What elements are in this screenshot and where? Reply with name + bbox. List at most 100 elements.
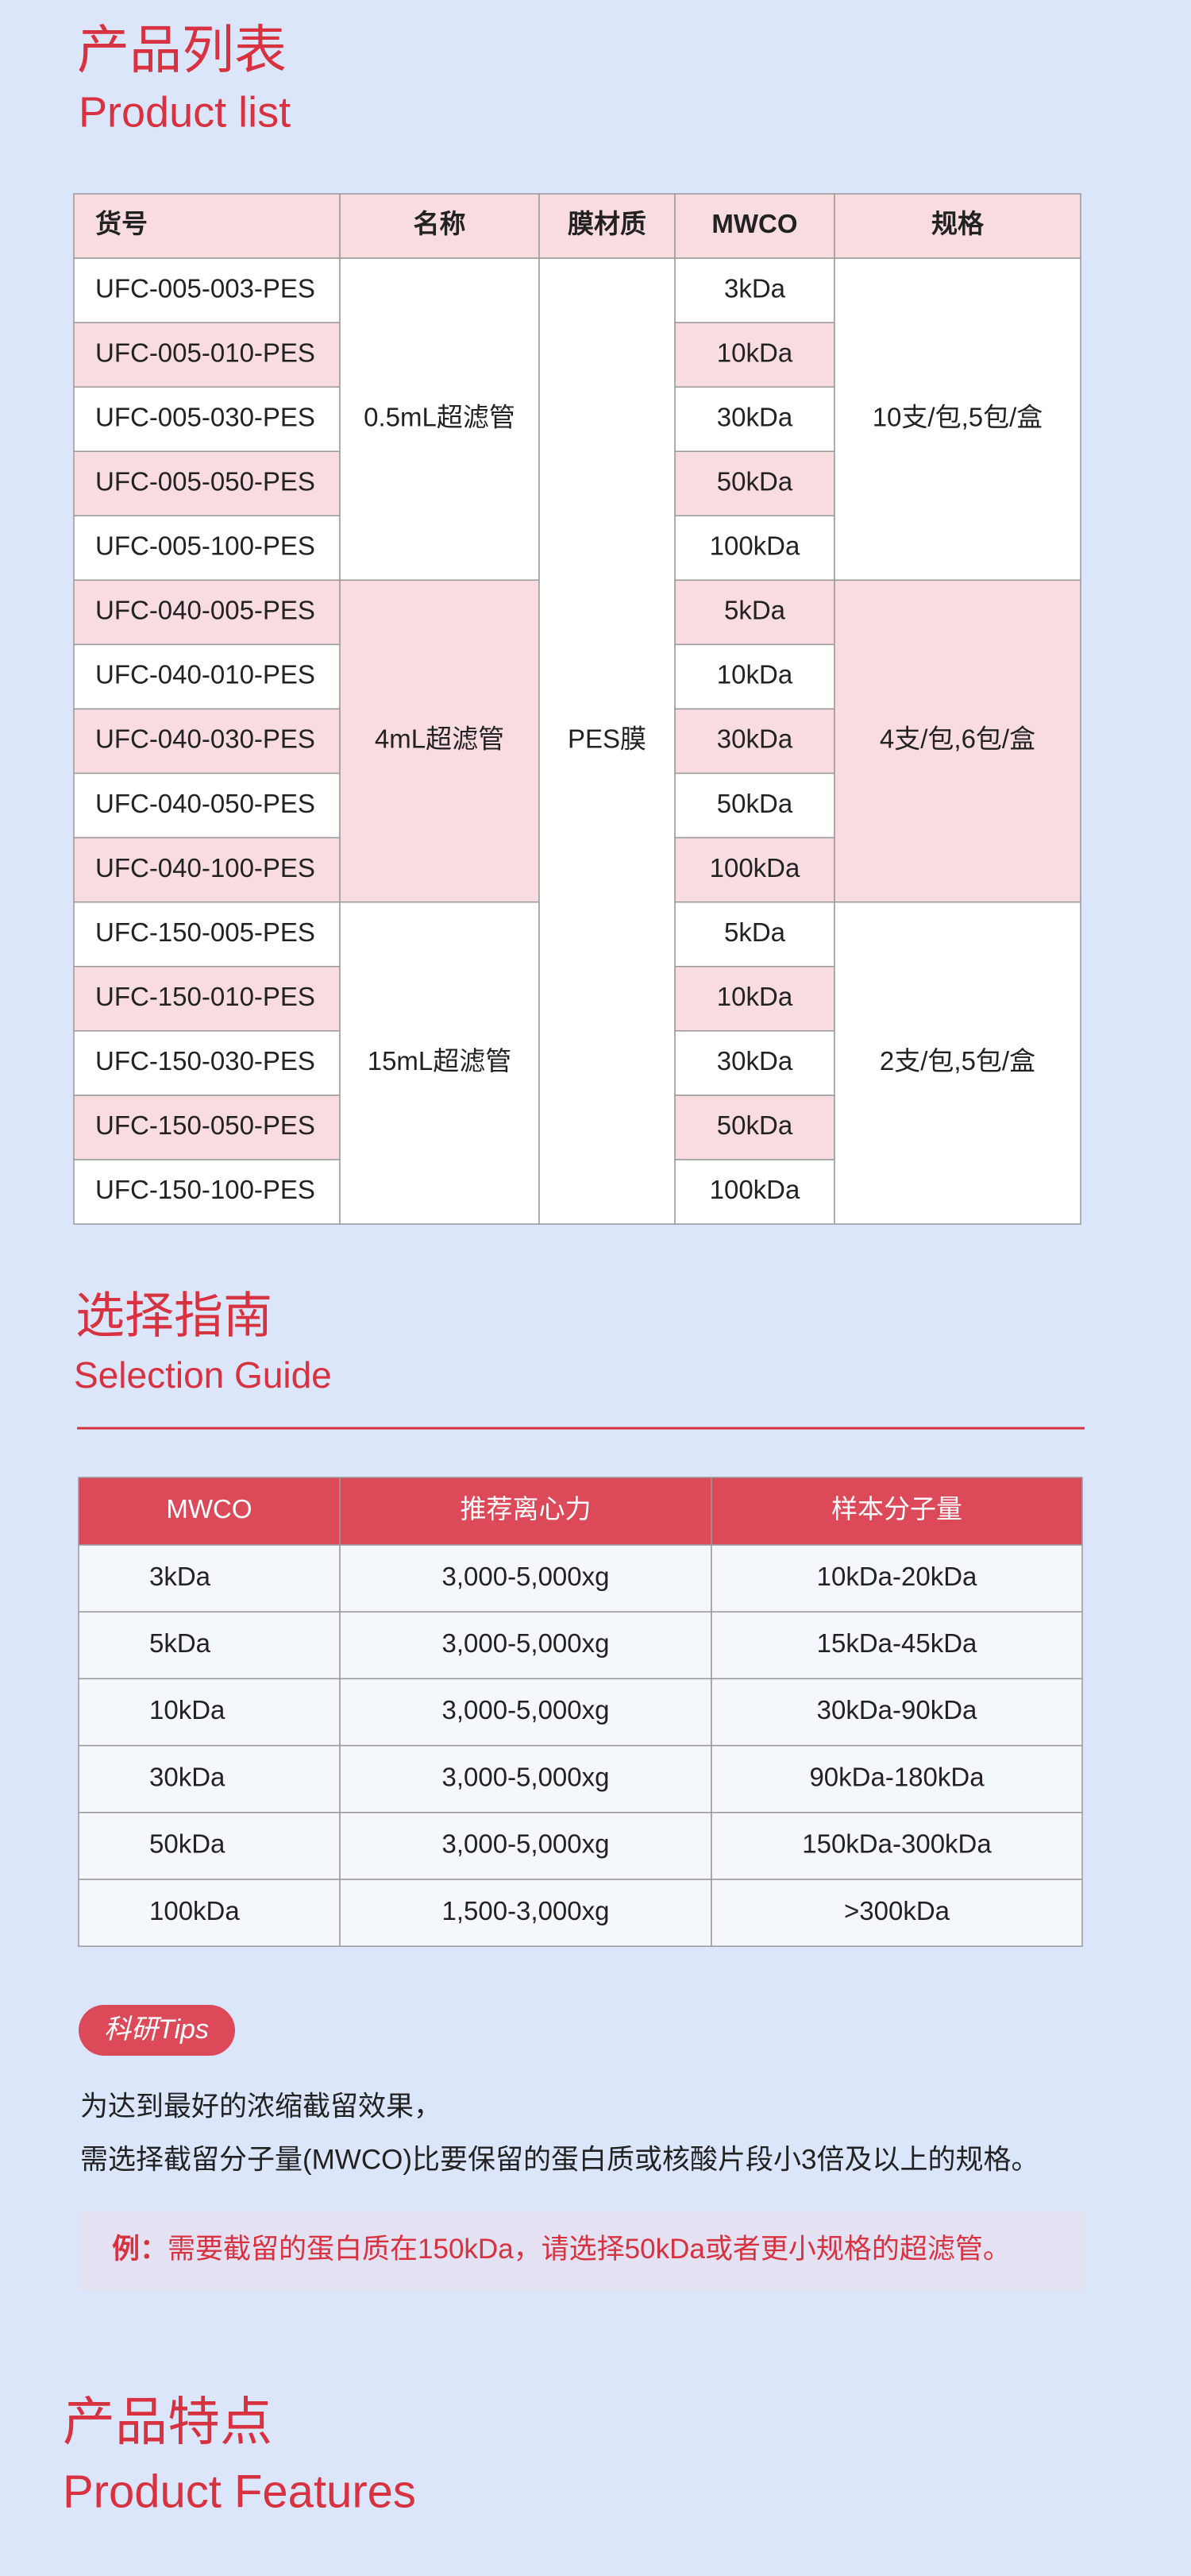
cell-text: 90kDa-180kDa: [809, 1762, 985, 1791]
cell-text: 名称: [414, 209, 466, 238]
cell-text: UFC-005-050-PES: [95, 466, 315, 496]
table-cell: [78, 1544, 341, 1612]
table-cell: [73, 450, 341, 517]
cell-text: 10kDa: [717, 338, 793, 367]
example: 例：需要截留的蛋白质在150kDa，请选择50kDa或者更小规格的超滤管。: [112, 2234, 1011, 2265]
tips-line: 需选择截留分子量(MWCO)比要保留的蛋白质或核酸片段小3倍及以上的规格。: [80, 2144, 1039, 2175]
cell-text: 100kDa: [149, 1896, 240, 1925]
cell-text: 30kDa: [149, 1762, 225, 1791]
table-cell: [73, 836, 341, 903]
table-cell: [711, 1678, 1083, 1747]
tips-badge: [79, 2005, 235, 2056]
cell-text: 2支/包,5包/盒: [880, 1046, 1035, 1076]
cell-text: 4支/包,6包/盒: [880, 724, 1035, 754]
cell-text: 3,000-5,000xg: [441, 1829, 609, 1859]
table-cell: [674, 1030, 835, 1096]
cell-text: UFC-005-030-PES: [95, 402, 315, 431]
cell-text: 3kDa: [149, 1562, 211, 1591]
table-cell: [78, 1477, 341, 1546]
cell-text: 150kDa-300kDa: [802, 1829, 992, 1859]
cell-text: 10kDa-20kDa: [817, 1562, 977, 1591]
cell-text: UFC-040-050-PES: [95, 789, 315, 818]
cell-text: 3,000-5,000xg: [441, 1762, 609, 1791]
table-cell: [73, 579, 341, 646]
table-cell: [711, 1477, 1083, 1546]
cell-text: 样本分子量: [831, 1494, 962, 1524]
table-cell: [73, 257, 341, 323]
cell-text: 30kDa: [717, 402, 793, 431]
tips-badge-text: 科研Tips: [104, 2014, 209, 2045]
table-cell: [834, 901, 1081, 1225]
cell-text: 50kDa: [717, 466, 793, 496]
cell-text: UFC-005-100-PES: [95, 531, 315, 561]
cell-text: MWCO: [711, 209, 797, 238]
cell-text: PES膜: [568, 724, 646, 754]
table-cell: [339, 1812, 712, 1880]
table-cell: [711, 1744, 1083, 1813]
section-subtitle: Product Features: [63, 2466, 416, 2517]
cell-text: UFC-150-100-PES: [95, 1175, 315, 1204]
table-cell: [674, 965, 835, 1032]
cell-text: 50kDa: [717, 1110, 793, 1140]
cell-text: 3,000-5,000xg: [441, 1695, 609, 1724]
section-title: 选择指南: [75, 1288, 272, 1343]
table-cell: [339, 901, 540, 1225]
section-title: 产品列表: [77, 20, 287, 79]
cell-text: 规格: [931, 209, 985, 238]
table-cell: [674, 772, 835, 839]
cell-text: 3,000-5,000xg: [441, 1628, 609, 1658]
table-cell: [674, 193, 835, 259]
table-cell: [73, 1095, 341, 1161]
cell-text: 30kDa: [717, 1046, 793, 1076]
table-cell: [73, 1030, 341, 1096]
table-cell: [73, 643, 341, 710]
table-cell: [538, 193, 676, 259]
table-cell: [78, 1678, 341, 1747]
cell-text: 100kDa: [710, 531, 800, 561]
section-subtitle: Selection Guide: [74, 1354, 332, 1396]
cell-text: 货号: [95, 209, 148, 238]
cell-text: 30kDa: [717, 724, 793, 754]
table-cell: [73, 193, 341, 259]
table-cell: [339, 193, 540, 259]
cell-text: 15mL超滤管: [368, 1046, 512, 1076]
table-cell: [339, 1879, 712, 1947]
cell-text: 5kDa: [724, 596, 786, 625]
cell-text: 4mL超滤管: [375, 724, 504, 754]
cell-text: UFC-150-030-PES: [95, 1046, 315, 1076]
cell-text: 5kDa: [724, 917, 786, 947]
cell-text: UFC-040-005-PES: [95, 596, 315, 625]
tips-line: 为达到最好的浓缩截留效果，: [80, 2091, 441, 2122]
table-cell: [73, 1159, 341, 1225]
table-cell: [674, 643, 835, 710]
example-box: [79, 2211, 1085, 2291]
cell-text: 5kDa: [149, 1628, 211, 1658]
section-title: 产品特点: [63, 2392, 272, 2450]
table-cell: [538, 257, 676, 1225]
table-cell: [78, 1611, 341, 1680]
cell-text: 推荐离心力: [461, 1494, 592, 1524]
example-text: 需要截留的蛋白质在150kDa，请选择50kDa或者更小规格的超滤管。: [168, 2234, 1011, 2265]
cell-text: 10kDa: [717, 660, 793, 689]
cell-text: 10kDa: [149, 1695, 225, 1724]
table-cell: [674, 1159, 835, 1225]
table-cell: [73, 515, 341, 581]
table-cell: [339, 1544, 712, 1612]
cell-text: 100kDa: [710, 853, 800, 882]
table-cell: [711, 1879, 1083, 1947]
table-cell: [674, 836, 835, 903]
table-cell: [711, 1611, 1083, 1680]
cell-text: 50kDa: [717, 789, 793, 818]
cell-text: 15kDa-45kDa: [817, 1628, 977, 1658]
table-cell: [73, 322, 341, 388]
cell-text: MWCO: [166, 1494, 252, 1524]
cell-text: 100kDa: [710, 1175, 800, 1204]
cell-text: 10支/包,5包/盒: [873, 402, 1043, 431]
cell-text: 3kDa: [724, 273, 786, 303]
cell-text: UFC-005-003-PES: [95, 273, 315, 303]
table-cell: [674, 708, 835, 774]
cell-text: UFC-150-005-PES: [95, 917, 315, 947]
table-cell: [78, 1744, 341, 1813]
